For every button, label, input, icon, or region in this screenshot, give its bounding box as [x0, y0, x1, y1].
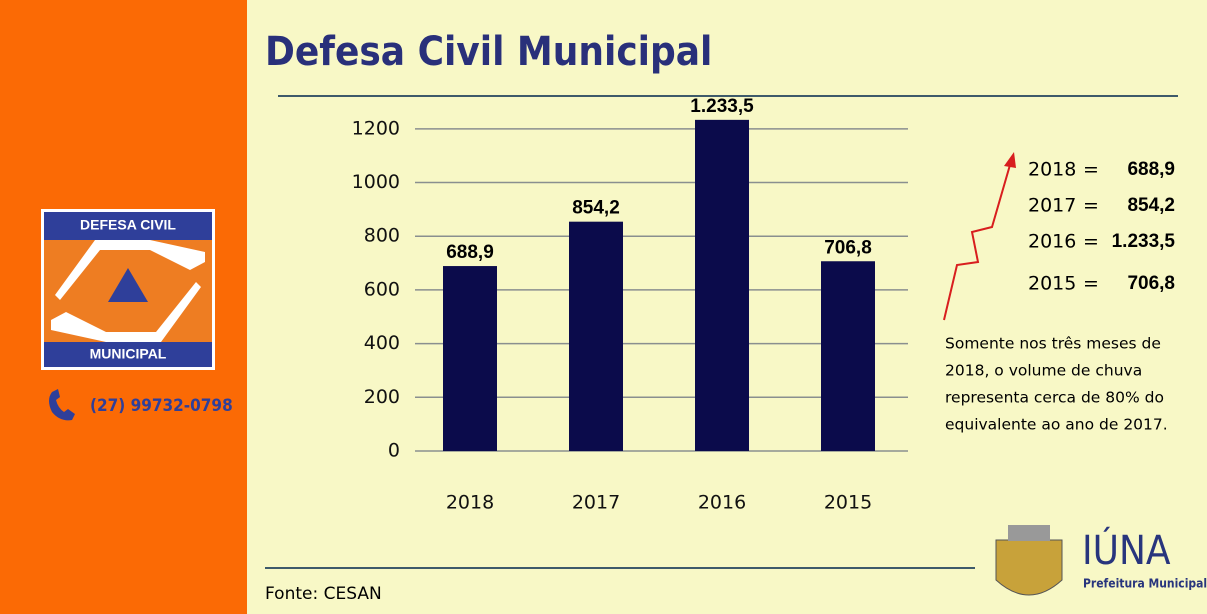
summary-value: 1.233,5 [1112, 231, 1176, 252]
summary-year: 2018 [1028, 159, 1076, 181]
value-label: 1.233,5 [690, 96, 754, 117]
value-label: 706,8 [824, 237, 872, 258]
brand-subtitle: Prefeitura Municipal [1083, 577, 1207, 591]
summary-equals: = [1083, 231, 1099, 253]
bar [443, 266, 497, 451]
summary-equals: = [1083, 195, 1099, 217]
summary-year: 2017 [1028, 195, 1076, 217]
y-tick-label: 600 [364, 278, 400, 300]
phone: (27) 99732-0798 [90, 396, 233, 416]
summary-value: 706,8 [1127, 273, 1175, 294]
bar [569, 222, 623, 451]
source: Fonte: CESAN [265, 584, 382, 604]
summary-year: 2016 [1028, 231, 1076, 253]
x-tick-label: 2018 [446, 492, 494, 514]
summary-equals: = [1083, 273, 1099, 295]
value-label: 854,2 [572, 198, 620, 219]
x-tick-label: 2017 [572, 492, 620, 514]
y-tick-label: 0 [388, 440, 400, 462]
y-tick-label: 400 [364, 332, 400, 354]
crest [996, 540, 1062, 595]
y-tick-label: 1200 [352, 117, 400, 139]
logo-top-text: DEFESA CIVIL [80, 217, 176, 233]
y-tick-label: 200 [364, 386, 400, 408]
note-line: Somente nos três meses de [945, 335, 1161, 353]
summary-value: 688,9 [1127, 159, 1175, 180]
note-line: representa cerca de 80% do [945, 389, 1164, 407]
x-tick-label: 2016 [698, 492, 746, 514]
note-line: 2018, o volume de chuva [945, 362, 1142, 380]
summary-year: 2015 [1028, 273, 1076, 295]
crest-crown [1008, 525, 1050, 541]
infographic: Defesa Civil Municipal DEFESA CIVIL MUNI… [0, 0, 1207, 614]
title: Defesa Civil Municipal [265, 29, 712, 75]
value-label: 688,9 [446, 242, 494, 263]
note-line: equivalente ao ano de 2017. [945, 416, 1168, 434]
bar [695, 120, 749, 451]
summary-value: 854,2 [1127, 195, 1175, 216]
brand-name: IÚNA [1082, 526, 1171, 574]
civil-defense-logo: DEFESA CIVIL MUNICIPAL [41, 209, 215, 370]
summary-equals: = [1083, 159, 1099, 181]
logo-bottom-text: MUNICIPAL [90, 346, 167, 362]
x-tick-label: 2015 [824, 492, 872, 514]
bar [821, 261, 875, 451]
y-tick-label: 1000 [352, 171, 400, 193]
y-tick-label: 800 [364, 225, 400, 247]
